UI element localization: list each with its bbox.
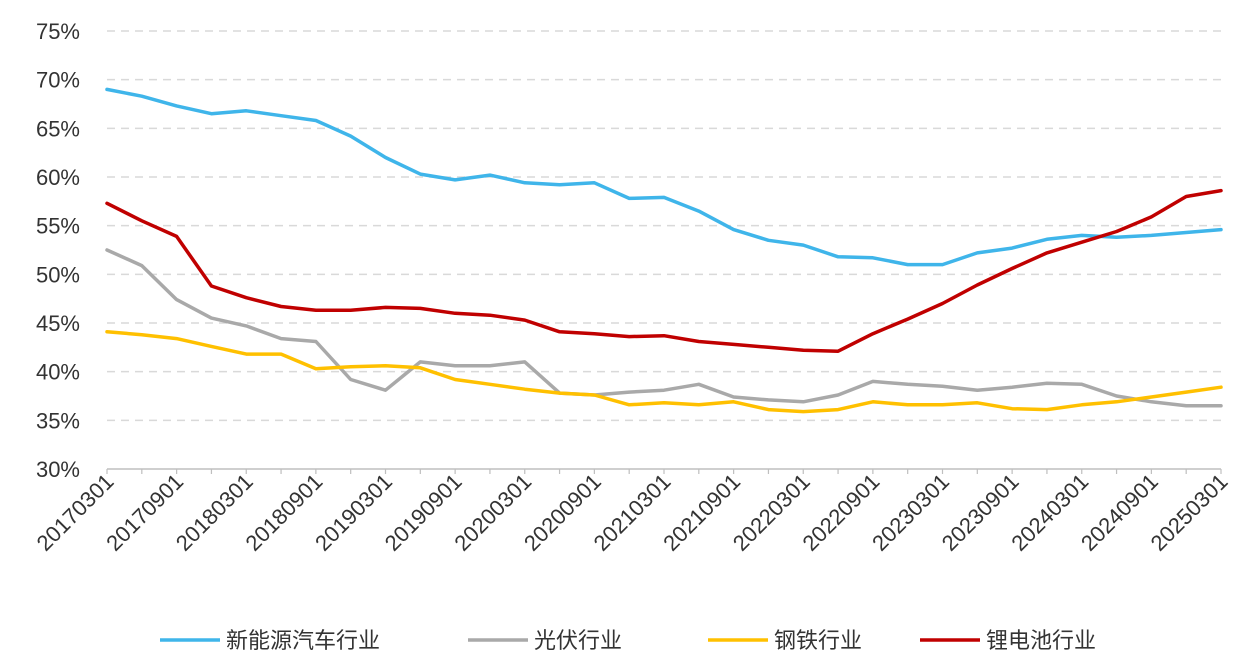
legend-item: 新能源汽车行业	[160, 628, 380, 653]
y-tick-label: 45%	[36, 311, 80, 336]
y-tick-label: 35%	[36, 408, 80, 433]
series-lines	[105, 87, 1223, 414]
y-tick-label: 50%	[36, 262, 80, 287]
y-tick-label: 30%	[36, 457, 80, 482]
series-line	[105, 330, 1223, 414]
series-line	[105, 248, 1223, 408]
legend-item: 锂电池行业	[920, 628, 1096, 653]
grid-lines	[107, 30, 1221, 422]
legend-label: 光伏行业	[534, 628, 622, 653]
y-tick-label: 65%	[36, 116, 80, 141]
legend-label: 钢铁行业	[774, 628, 862, 653]
series-line	[105, 87, 1223, 267]
y-tick-label: 75%	[36, 19, 80, 44]
x-tick-labels: 2017030120170901201803012018090120190301…	[32, 469, 1233, 556]
legend-label: 新能源汽车行业	[226, 628, 380, 653]
y-tick-label: 60%	[36, 165, 80, 190]
legend-item: 光伏行业	[468, 628, 622, 653]
y-tick-label: 55%	[36, 214, 80, 239]
y-tick-labels: 30% 35% 40% 45% 50% 55% 60% 65% 70% 75%	[36, 19, 80, 482]
legend-label: 锂电池行业	[986, 628, 1096, 653]
legend-item: 钢铁行业	[708, 628, 862, 653]
legend: 新能源汽车行业 光伏行业 钢铁行业 锂电池行业	[160, 628, 1096, 653]
x-tick-label: 20250301	[1146, 469, 1233, 556]
y-tick-label: 70%	[36, 68, 80, 93]
series-line	[105, 188, 1223, 353]
x-axis	[106, 468, 1222, 474]
y-tick-label: 40%	[36, 360, 80, 385]
